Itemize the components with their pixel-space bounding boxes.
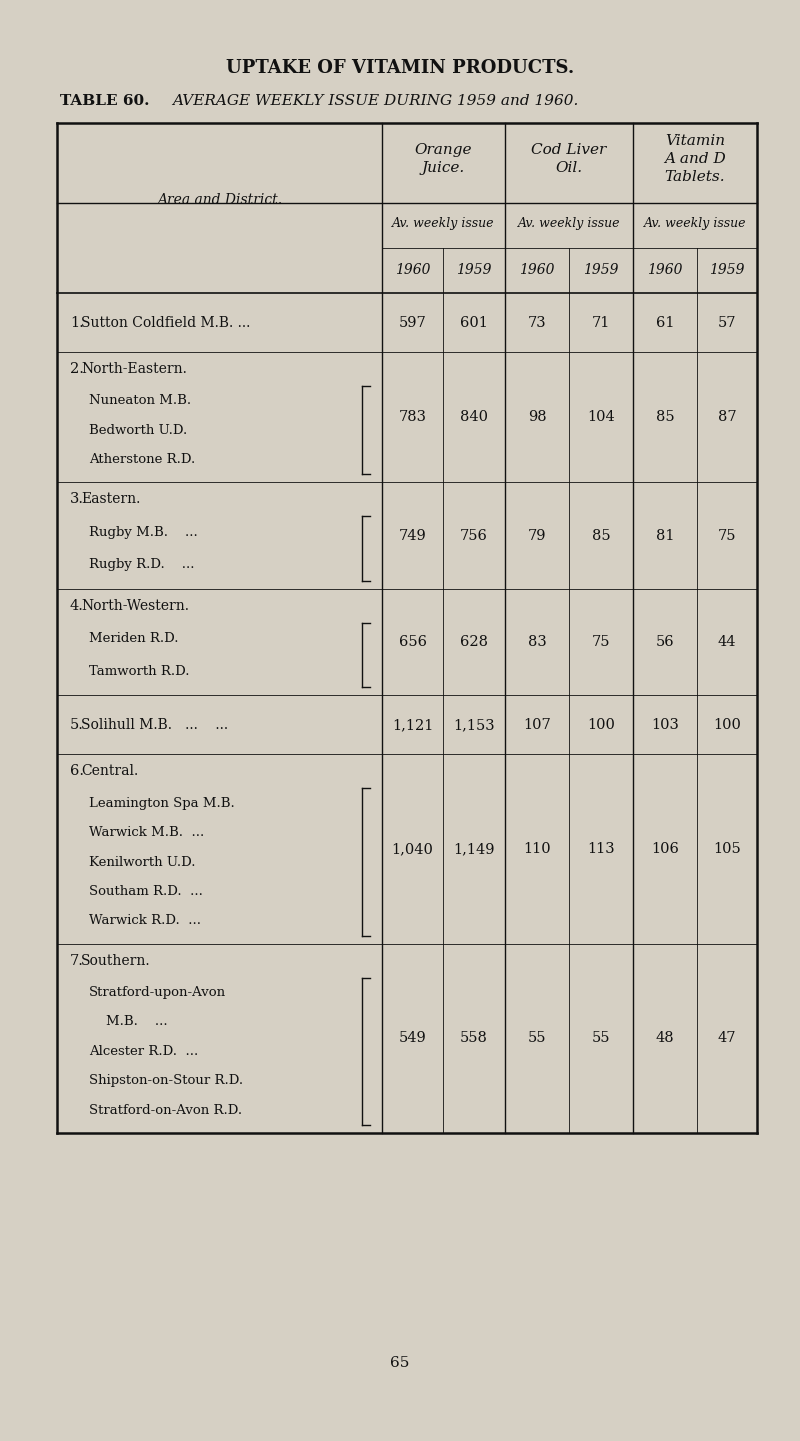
Text: Shipston-on-Stour R.D.: Shipston-on-Stour R.D.: [89, 1075, 243, 1088]
Text: 113: 113: [587, 842, 615, 856]
Text: 1960: 1960: [519, 264, 554, 278]
Text: North-Western.: North-Western.: [81, 599, 189, 612]
Text: 85: 85: [592, 529, 610, 542]
Text: 1959: 1959: [583, 264, 618, 278]
Text: 5.: 5.: [70, 718, 84, 732]
Text: Kenilworth U.D.: Kenilworth U.D.: [89, 856, 195, 869]
Text: 55: 55: [592, 1032, 610, 1045]
Text: Atherstone R.D.: Atherstone R.D.: [89, 452, 195, 465]
Text: Central.: Central.: [81, 764, 138, 778]
Text: 107: 107: [523, 718, 551, 732]
Text: 1,040: 1,040: [391, 842, 434, 856]
Text: 749: 749: [398, 529, 426, 542]
Text: 1959: 1959: [456, 264, 492, 278]
Text: 1,121: 1,121: [392, 718, 433, 732]
Text: Rugby R.D.    ...: Rugby R.D. ...: [89, 558, 194, 571]
Text: 597: 597: [398, 316, 426, 330]
Text: Av. weekly issue: Av. weekly issue: [392, 218, 494, 231]
Text: 83: 83: [528, 635, 546, 648]
Text: 1960: 1960: [647, 264, 682, 278]
Text: 756: 756: [460, 529, 488, 542]
Text: 79: 79: [528, 529, 546, 542]
Text: 2.: 2.: [70, 362, 84, 376]
Text: 56: 56: [656, 635, 674, 648]
Text: 110: 110: [523, 842, 551, 856]
Text: TABLE 60.: TABLE 60.: [60, 94, 150, 108]
Text: Bedworth U.D.: Bedworth U.D.: [89, 424, 187, 437]
Text: 75: 75: [718, 529, 736, 542]
Text: Nuneaton M.B.: Nuneaton M.B.: [89, 395, 191, 408]
Text: 1,149: 1,149: [454, 842, 494, 856]
Text: 61: 61: [656, 316, 674, 330]
Text: 1,153: 1,153: [453, 718, 495, 732]
Text: Av. weekly issue: Av. weekly issue: [644, 218, 746, 231]
Text: Orange
Juice.: Orange Juice.: [414, 143, 472, 176]
Text: 628: 628: [460, 635, 488, 648]
Text: Av. weekly issue: Av. weekly issue: [518, 218, 620, 231]
Text: 75: 75: [592, 635, 610, 648]
Text: 87: 87: [718, 411, 736, 424]
Text: 85: 85: [656, 411, 674, 424]
Text: 4.: 4.: [70, 599, 84, 612]
Text: 106: 106: [651, 842, 679, 856]
Text: 47: 47: [718, 1032, 736, 1045]
Text: Stratford-upon-Avon: Stratford-upon-Avon: [89, 986, 226, 999]
Text: Warwick R.D.  ...: Warwick R.D. ...: [89, 915, 201, 928]
Text: 103: 103: [651, 718, 679, 732]
Text: Stratford-on-Avon R.D.: Stratford-on-Avon R.D.: [89, 1104, 242, 1117]
Text: Alcester R.D.  ...: Alcester R.D. ...: [89, 1045, 198, 1058]
Text: Solihull M.B.   ...    ...: Solihull M.B. ... ...: [81, 718, 228, 732]
Text: Cod Liver
Oil.: Cod Liver Oil.: [531, 143, 606, 176]
Text: 104: 104: [587, 411, 615, 424]
Text: 57: 57: [718, 316, 736, 330]
Text: UPTAKE OF VITAMIN PRODUCTS.: UPTAKE OF VITAMIN PRODUCTS.: [226, 59, 574, 76]
Text: North-Eastern.: North-Eastern.: [81, 362, 187, 376]
Text: Leamington Spa M.B.: Leamington Spa M.B.: [89, 797, 234, 810]
Text: Eastern.: Eastern.: [81, 493, 140, 506]
Text: 100: 100: [587, 718, 615, 732]
Text: 549: 549: [398, 1032, 426, 1045]
Text: 601: 601: [460, 316, 488, 330]
Text: 840: 840: [460, 411, 488, 424]
Text: 1960: 1960: [394, 264, 430, 278]
Text: 55: 55: [528, 1032, 546, 1045]
Text: 65: 65: [390, 1356, 410, 1370]
Text: AVERAGE WEEKLY ISSUE DURING 1959 and 1960.: AVERAGE WEEKLY ISSUE DURING 1959 and 196…: [172, 94, 578, 108]
Text: 7.: 7.: [70, 954, 84, 968]
Text: 48: 48: [656, 1032, 674, 1045]
Text: Rugby M.B.    ...: Rugby M.B. ...: [89, 526, 198, 539]
Text: 6.: 6.: [70, 764, 84, 778]
Text: 71: 71: [592, 316, 610, 330]
Text: 3.: 3.: [70, 493, 84, 506]
Text: 783: 783: [398, 411, 426, 424]
Text: 1.: 1.: [70, 316, 84, 330]
Text: Meriden R.D.: Meriden R.D.: [89, 633, 178, 646]
Text: Southern.: Southern.: [81, 954, 150, 968]
Text: 105: 105: [713, 842, 741, 856]
Text: Vitamin
A and D
Tablets.: Vitamin A and D Tablets.: [664, 134, 726, 184]
Text: 558: 558: [460, 1032, 488, 1045]
Text: Area and District.: Area and District.: [157, 193, 282, 208]
Text: 73: 73: [528, 316, 546, 330]
Text: 656: 656: [398, 635, 426, 648]
Text: 98: 98: [528, 411, 546, 424]
Text: Southam R.D.  ...: Southam R.D. ...: [89, 885, 203, 898]
Text: Warwick M.B.  ...: Warwick M.B. ...: [89, 826, 204, 839]
Text: 1959: 1959: [710, 264, 745, 278]
Text: Sutton Coldfield M.B. ...: Sutton Coldfield M.B. ...: [81, 316, 250, 330]
Text: 100: 100: [713, 718, 741, 732]
Text: 81: 81: [656, 529, 674, 542]
Text: M.B.    ...: M.B. ...: [89, 1016, 168, 1029]
Text: 44: 44: [718, 635, 736, 648]
Text: Tamworth R.D.: Tamworth R.D.: [89, 664, 190, 677]
